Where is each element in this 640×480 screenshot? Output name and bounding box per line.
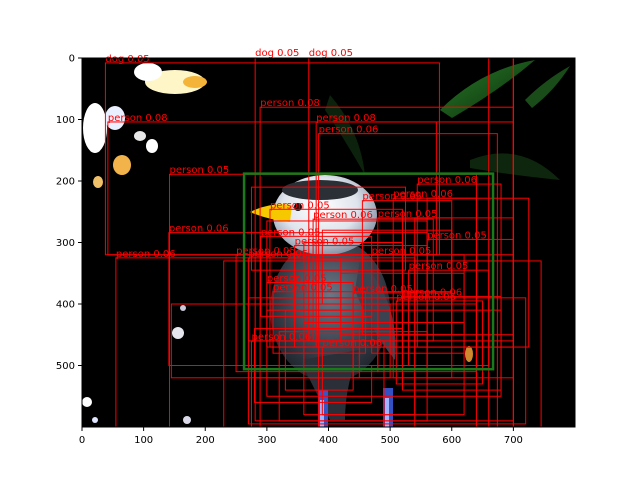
detection-label: person 0.06 bbox=[393, 189, 453, 200]
detection-label: person 0.08 bbox=[260, 98, 320, 109]
detection-box bbox=[284, 309, 354, 391]
detection-label: person 0.06 bbox=[396, 292, 456, 303]
detection-box bbox=[250, 186, 407, 271]
y-axis: 0 100 200 300 400 500 bbox=[56, 54, 82, 372]
detection-box bbox=[170, 303, 391, 379]
detection-boxes bbox=[104, 58, 542, 427]
detection-label: person 0.05 bbox=[273, 283, 333, 294]
detection-label: person 0.05 bbox=[409, 261, 469, 272]
detection-label: person 0.05 bbox=[362, 192, 422, 203]
bokeh-dot bbox=[183, 416, 191, 424]
x-tick-label: 600 bbox=[442, 435, 461, 446]
detection-label: person 0.06 bbox=[417, 175, 477, 186]
y-tick-label: 100 bbox=[56, 115, 75, 126]
detection-box bbox=[318, 133, 498, 427]
detection-label: dog 0.05 bbox=[309, 48, 353, 59]
detection-box bbox=[303, 242, 403, 330]
detection-label: dog 0.05 bbox=[105, 54, 149, 65]
detection-label: dog 0.05 bbox=[255, 48, 299, 59]
detection-label: person 0.05 bbox=[372, 246, 432, 257]
detection-label: person 0.05 bbox=[248, 249, 308, 260]
detection-label: person 0.05 bbox=[427, 230, 487, 241]
x-tick-label: 200 bbox=[196, 435, 215, 446]
leaf-shape bbox=[440, 60, 535, 118]
detection-label: person 0.06 bbox=[402, 288, 462, 299]
detection-label: person 0.05 bbox=[270, 200, 330, 211]
detection-label: person 0.06 bbox=[169, 224, 229, 235]
bokeh-dot bbox=[82, 397, 92, 407]
leaf-shape bbox=[470, 153, 560, 180]
x-tick-label: 100 bbox=[134, 435, 153, 446]
detection-label: person 0.05 bbox=[170, 165, 230, 176]
y-tick-label: 200 bbox=[56, 177, 75, 188]
bokeh-dot bbox=[172, 327, 184, 339]
detection-label: person 0.05 bbox=[236, 246, 296, 257]
x-axis: 0 100 200 300 400 500 600 700 bbox=[79, 427, 523, 446]
y-tick-label: 400 bbox=[56, 300, 75, 311]
detection-label: person 0.08 bbox=[316, 113, 376, 124]
bokeh-highlight bbox=[134, 63, 162, 81]
detection-label: person 0.05 bbox=[378, 209, 438, 220]
orange-spot bbox=[465, 346, 473, 362]
detection-label: person 0.06 bbox=[313, 210, 373, 221]
detection-label: person 0.08 bbox=[108, 113, 168, 124]
detection-label: person 0.06 bbox=[251, 332, 311, 343]
detection-box bbox=[266, 220, 428, 299]
x-tick-label: 700 bbox=[504, 435, 523, 446]
detection-label: person 0.06 bbox=[319, 125, 379, 136]
x-tick-label: 0 bbox=[79, 435, 85, 446]
detection-box bbox=[395, 300, 484, 385]
x-tick-label: 400 bbox=[319, 435, 338, 446]
detection-box bbox=[254, 365, 373, 403]
x-tick-label: 500 bbox=[381, 435, 400, 446]
bird-cap bbox=[282, 180, 358, 200]
bokeh-highlight bbox=[146, 139, 158, 153]
detection-label: person 0.05 bbox=[295, 237, 355, 248]
detection-label: person 0.06 bbox=[322, 338, 382, 349]
bokeh-highlight bbox=[134, 131, 146, 141]
leaf-shape bbox=[525, 66, 570, 108]
y-tick-label: 300 bbox=[56, 238, 75, 249]
detection-box bbox=[266, 309, 502, 397]
y-tick-label: 0 bbox=[69, 54, 75, 65]
leaf-shape bbox=[325, 95, 365, 175]
detection-box bbox=[223, 260, 542, 427]
bokeh-highlight bbox=[93, 176, 103, 188]
bokeh-highlight bbox=[105, 106, 125, 130]
highlight-box bbox=[242, 172, 495, 371]
bokeh-highlight bbox=[113, 155, 131, 175]
y-tick-label: 500 bbox=[56, 361, 75, 372]
bokeh-dot bbox=[92, 417, 98, 423]
detection-label: person 0.06 bbox=[116, 249, 176, 260]
detection-label: person 0.05 bbox=[261, 227, 321, 238]
bokeh-dot bbox=[180, 305, 186, 311]
bokeh-highlight bbox=[183, 76, 207, 88]
detection-label: person 0.05 bbox=[267, 273, 327, 284]
x-tick-label: 300 bbox=[257, 435, 276, 446]
bird-leg-highlight bbox=[385, 398, 389, 427]
detection-label: person 0.05 bbox=[353, 284, 413, 295]
bokeh-highlight bbox=[83, 103, 107, 153]
